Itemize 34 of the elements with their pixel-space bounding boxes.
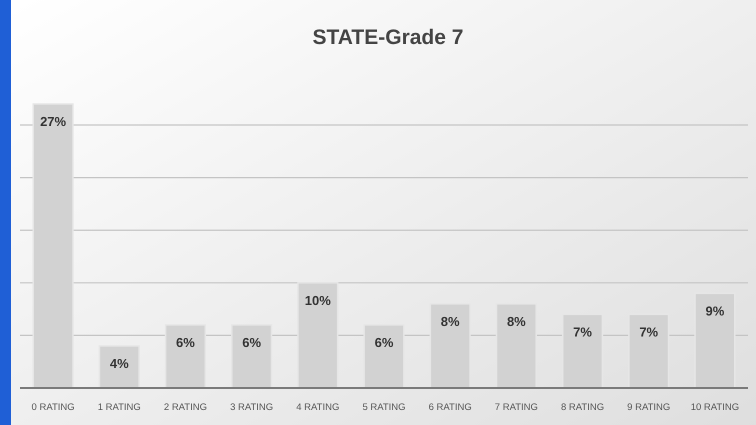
- x-tick-label: 9 RATING: [627, 402, 670, 413]
- bar: [562, 314, 604, 389]
- data-label: 10%: [304, 292, 332, 308]
- data-label: 7%: [573, 324, 592, 340]
- data-label: 27%: [40, 114, 67, 129]
- data-label: 4%: [110, 356, 130, 371]
- x-tick-label: 3 RATING: [230, 402, 274, 413]
- data-label: 7%: [639, 324, 659, 340]
- bar: [231, 324, 272, 389]
- x-tick-label: 2 RATING: [164, 402, 208, 413]
- bar: [496, 303, 537, 389]
- bar: [32, 103, 74, 389]
- x-tick-label: 0 RATING: [32, 402, 75, 413]
- bar: [297, 282, 338, 389]
- data-label: 6%: [176, 334, 196, 350]
- x-tick-label: 4 RATING: [296, 402, 340, 413]
- x-tick-label: 7 RATING: [494, 402, 538, 413]
- data-label: 6%: [374, 334, 394, 350]
- bar: [363, 324, 405, 389]
- x-tick-label: 5 RATING: [362, 402, 406, 413]
- bar: [98, 345, 140, 389]
- data-label: 9%: [706, 303, 725, 318]
- x-tick-label: 10 RATING: [690, 402, 740, 413]
- bar: [694, 292, 736, 389]
- bar: [628, 314, 670, 389]
- x-tick-label: 6 RATING: [428, 402, 472, 413]
- data-label: 8%: [440, 314, 460, 329]
- bar: [164, 324, 206, 389]
- bar: [430, 303, 471, 389]
- chart-title: STATE-Grade 7: [312, 26, 464, 49]
- x-tick-label: 8 RATING: [560, 402, 604, 413]
- x-tick-label: 1 RATING: [98, 402, 141, 413]
- data-label: 8%: [506, 314, 526, 329]
- data-label: 6%: [242, 334, 262, 350]
